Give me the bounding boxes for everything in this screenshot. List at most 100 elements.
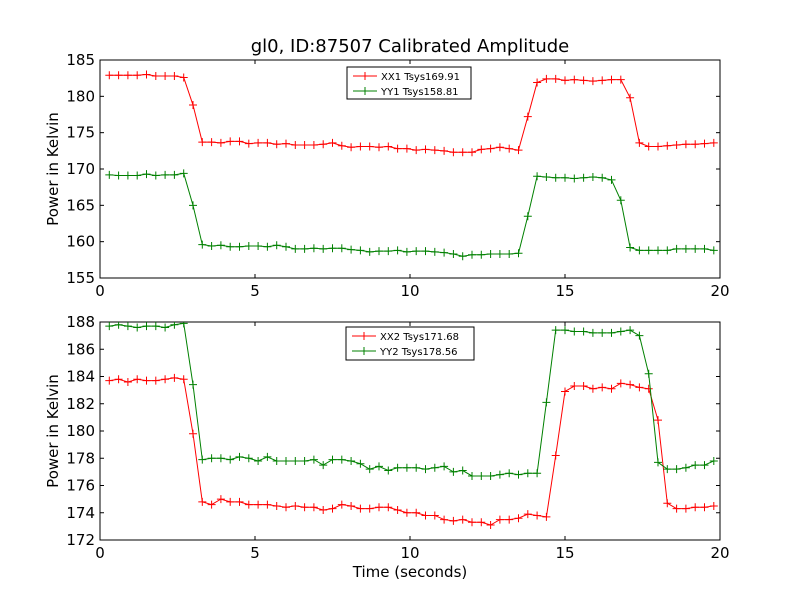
data-point bbox=[709, 501, 718, 510]
data-point bbox=[440, 146, 449, 155]
data-point bbox=[282, 139, 290, 148]
data-point bbox=[616, 196, 625, 205]
x-axis-label: Time (seconds) bbox=[352, 563, 468, 581]
y-tick-label: 170 bbox=[66, 160, 95, 178]
data-point bbox=[105, 170, 114, 179]
data-point bbox=[681, 244, 690, 253]
data-point bbox=[244, 454, 253, 463]
data-point bbox=[114, 375, 123, 384]
data-point bbox=[105, 376, 114, 385]
data-point bbox=[170, 170, 179, 179]
data-point bbox=[365, 247, 374, 256]
data-point bbox=[142, 376, 151, 385]
data-point bbox=[375, 143, 383, 152]
data-point bbox=[505, 250, 514, 259]
data-point bbox=[654, 458, 662, 467]
data-point bbox=[161, 71, 170, 80]
data-point bbox=[458, 252, 467, 261]
x-tick-label: 10 bbox=[400, 544, 419, 562]
y-tick-label: 176 bbox=[66, 477, 95, 495]
data-point bbox=[412, 463, 421, 472]
data-point bbox=[282, 456, 290, 465]
data-point bbox=[412, 146, 421, 155]
x-tick-label: 0 bbox=[95, 282, 105, 300]
data-point bbox=[309, 455, 318, 464]
data-point bbox=[319, 244, 328, 253]
data-point bbox=[514, 146, 523, 155]
data-point bbox=[486, 144, 495, 153]
data-point bbox=[523, 469, 532, 478]
data-point bbox=[588, 172, 597, 181]
data-point bbox=[375, 503, 383, 512]
data-point bbox=[282, 503, 290, 512]
data-point bbox=[133, 71, 142, 80]
data-point bbox=[449, 250, 458, 259]
data-point bbox=[495, 250, 504, 259]
data-point bbox=[216, 495, 225, 504]
data-point bbox=[607, 328, 616, 337]
data-point bbox=[272, 456, 281, 465]
data-point bbox=[421, 145, 430, 154]
legend-label: YY2 Tsys178.56 bbox=[379, 347, 458, 358]
data-point bbox=[523, 212, 532, 221]
data-point bbox=[654, 416, 662, 425]
y-tick-label: 174 bbox=[66, 504, 95, 522]
data-point bbox=[207, 138, 216, 147]
data-point bbox=[514, 514, 523, 523]
data-point bbox=[700, 503, 709, 512]
data-point bbox=[468, 471, 476, 480]
data-point bbox=[263, 500, 272, 509]
data-point bbox=[458, 515, 467, 524]
data-point bbox=[514, 249, 523, 258]
data-point bbox=[635, 383, 644, 392]
data-point bbox=[663, 246, 672, 255]
data-point bbox=[161, 323, 170, 332]
data-point bbox=[579, 76, 588, 85]
data-point bbox=[375, 462, 383, 471]
data-point bbox=[561, 173, 569, 182]
data-point bbox=[616, 75, 625, 84]
y-tick-label: 165 bbox=[66, 196, 95, 214]
data-point bbox=[393, 463, 402, 472]
data-point bbox=[588, 77, 597, 86]
data-point bbox=[691, 461, 700, 470]
data-point bbox=[477, 518, 486, 527]
data-point bbox=[216, 241, 225, 250]
data-point bbox=[644, 142, 653, 151]
data-point bbox=[561, 76, 569, 85]
data-point bbox=[691, 140, 700, 149]
data-point bbox=[430, 146, 439, 155]
legend-marker bbox=[360, 332, 368, 340]
data-point bbox=[198, 497, 207, 506]
panel-bottom: 0 5 10 15 20 172 174 176 178 180 182 184 186 188 Power… bbox=[44, 313, 730, 581]
y-tick-label: 188 bbox=[66, 313, 95, 331]
legend-marker bbox=[361, 72, 369, 80]
data-point bbox=[207, 242, 216, 251]
data-point bbox=[551, 74, 560, 83]
data-point bbox=[337, 244, 346, 253]
data-point bbox=[114, 322, 123, 329]
data-point bbox=[495, 143, 504, 152]
data-point bbox=[468, 518, 476, 527]
data-point bbox=[235, 497, 244, 506]
y-axis-label: Power in Kelvin bbox=[44, 374, 62, 488]
data-point bbox=[505, 144, 514, 153]
data-point bbox=[672, 244, 681, 253]
x-tick-label: 5 bbox=[250, 544, 260, 562]
data-point bbox=[114, 71, 123, 80]
data-point bbox=[533, 172, 542, 181]
data-point bbox=[179, 322, 188, 328]
data-point bbox=[709, 456, 718, 465]
data-point bbox=[384, 503, 393, 512]
data-point bbox=[189, 429, 197, 438]
data-point bbox=[347, 501, 356, 510]
data-point bbox=[263, 242, 272, 251]
data-point bbox=[300, 244, 309, 253]
series-xx1 bbox=[105, 70, 718, 157]
data-point bbox=[440, 462, 449, 471]
data-point bbox=[365, 142, 374, 151]
data-point bbox=[384, 142, 393, 151]
data-point bbox=[272, 501, 281, 510]
legend: XX2 Tsys171.68 YY2 Tsys178.56 bbox=[345, 326, 475, 361]
